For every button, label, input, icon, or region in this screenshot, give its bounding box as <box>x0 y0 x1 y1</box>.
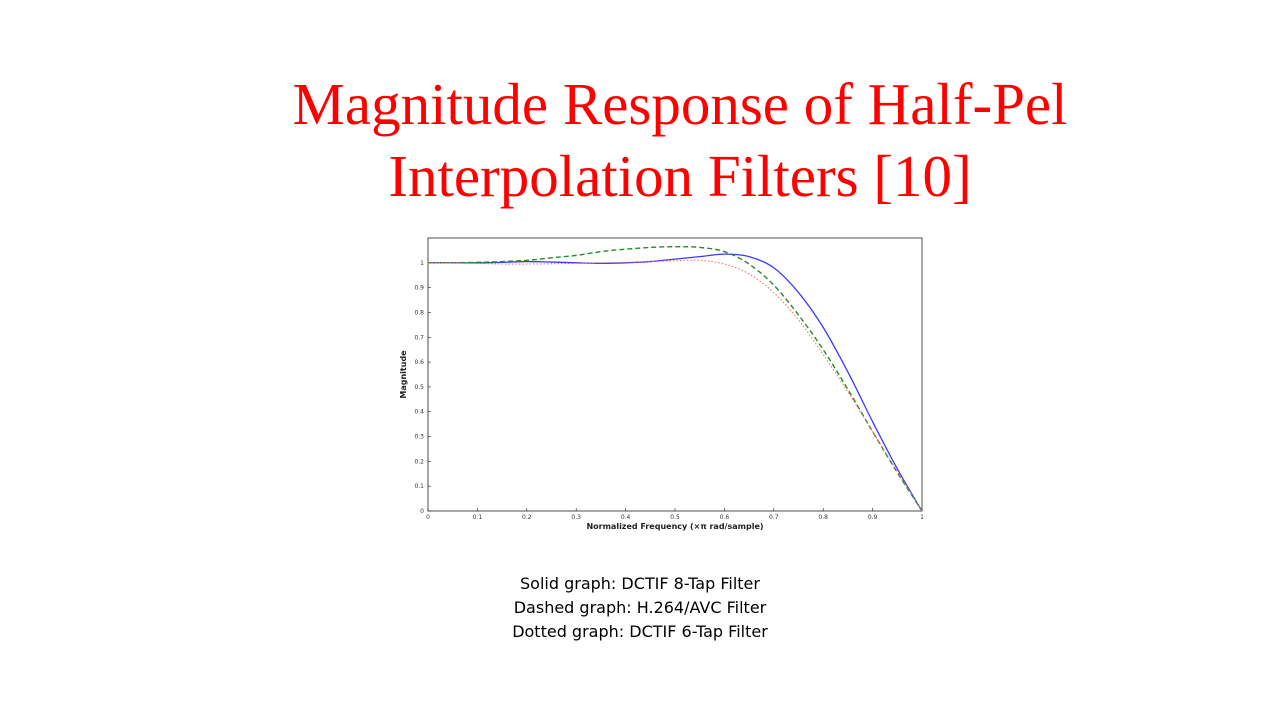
x-tick-label: 0.5 <box>670 514 680 521</box>
x-tick-label: 1 <box>920 514 924 521</box>
series-group <box>427 245 923 512</box>
slide-title-line-1: Magnitude Response of Half-Pel <box>292 71 1068 137</box>
x-tick-label: 0.1 <box>473 514 483 521</box>
x-tick-label: 0.3 <box>571 514 581 521</box>
series-line-dashed <box>427 245 923 512</box>
x-tick-label: 0.9 <box>868 514 878 521</box>
y-tick-label: 0.1 <box>414 483 424 490</box>
y-tick-label: 0.5 <box>414 384 424 391</box>
tick-group: 0 0.1 0.2 0.3 0.4 0.5 0.6 0.7 0.8 0.9 1 0 0.1 0.2 0.3 0… <box>414 260 924 521</box>
x-tick-label: 0 <box>426 514 430 521</box>
caption-dotted-graph: Dotted graph: DCTIF 6-Tap Filter <box>512 622 768 641</box>
x-tick-label: 0.7 <box>769 514 779 521</box>
y-tick-label: 0.3 <box>414 434 424 441</box>
x-tick-label: 0.4 <box>621 514 631 521</box>
slide-title-line-2: Interpolation Filters [10] <box>388 143 972 209</box>
y-tick-label: 0.9 <box>414 285 424 292</box>
y-tick-label: 0 <box>420 508 424 515</box>
y-axis-label: Magnitude <box>399 350 408 399</box>
plot-area <box>427 237 923 512</box>
y-tick-label: 0.2 <box>414 458 424 465</box>
series-line-solid <box>428 253 923 512</box>
series-line-dotted <box>427 259 923 512</box>
y-tick-label: 1 <box>420 260 424 267</box>
y-tick-label: 0.4 <box>414 409 424 416</box>
slide-title: Magnitude Response of Half-Pel Interpola… <box>180 68 1180 212</box>
legend-caption: Solid graph: DCTIF 8-Tap Filter Dashed g… <box>440 572 840 644</box>
y-tick-label: 0.6 <box>414 359 424 366</box>
y-tick-label: 0.7 <box>414 334 424 341</box>
x-tick-label: 0.6 <box>720 514 730 521</box>
magnitude-response-chart: 0 0.1 0.2 0.3 0.4 0.5 0.6 0.7 0.8 0.9 1 0 0.1 0.2 0.3 0… <box>392 230 932 540</box>
y-tick-label: 0.8 <box>414 309 424 316</box>
caption-dashed-graph: Dashed graph: H.264/AVC Filter <box>513 598 767 617</box>
caption-solid-graph: Solid graph: DCTIF 8-Tap Filter <box>520 574 760 593</box>
x-tick-label: 0.8 <box>818 514 828 521</box>
x-tick-label: 0.2 <box>522 514 532 521</box>
x-axis-label: Normalized Frequency (×π rad/sample) <box>586 522 763 531</box>
